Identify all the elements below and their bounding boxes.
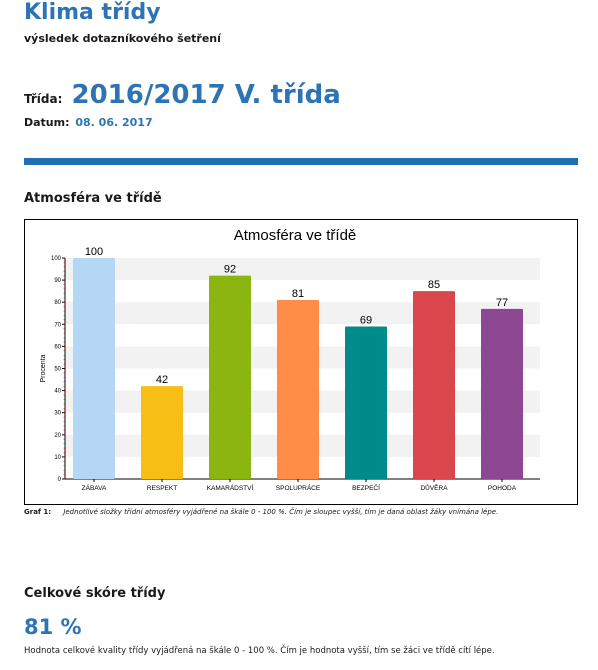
bar-value-label: 42	[156, 374, 168, 386]
category-label: ZÁBAVA	[82, 483, 107, 492]
bar-pohoda	[481, 308, 523, 479]
category-label: BEZPEČÍ	[352, 483, 380, 492]
report-subtitle: výsledek dotazníkového šetření	[24, 32, 221, 45]
class-value: 2016/2017 V. třída	[71, 80, 341, 110]
bar-respekt	[141, 386, 183, 479]
caption-text: Jednotlivé složky třídní atmosféry vyjád…	[63, 508, 499, 516]
section-heading-atmosphere: Atmosféra ve třídě	[24, 191, 162, 206]
plot-band	[65, 258, 540, 281]
class-row: Třída: 2016/2017 V. třída	[24, 80, 341, 110]
chart-bars	[73, 258, 523, 479]
bar-value-label: 81	[292, 288, 304, 300]
chart-value-labels: 100 42 92 81 69 85 77	[85, 246, 508, 386]
caption-label: Graf 1:	[24, 508, 52, 516]
bar-value-label: 77	[496, 297, 508, 309]
chart-caption: Graf 1: Jednotlivé složky třídní atmosfé…	[24, 508, 498, 516]
score-note: Hodnota celkové kvality třídy vyjádřená …	[24, 646, 495, 656]
category-label: RESPEKT	[147, 485, 177, 492]
y-tick-label: 40	[54, 389, 61, 395]
y-tick-label: 50	[54, 367, 61, 373]
bar-value-label: 92	[224, 264, 236, 276]
y-tick-label: 60	[54, 344, 61, 350]
bar-value-label: 85	[428, 279, 440, 291]
bar-spolupráce	[277, 299, 319, 479]
date-row: Datum: 08. 06. 2017	[24, 116, 153, 129]
total-score: 81 %	[24, 615, 82, 639]
y-tick-label: 0	[58, 477, 62, 483]
chart-category-labels: ZÁBAVA RESPEKT KAMARÁDSTVÍ SPOLUPRÁCE BEZPEČ…	[82, 479, 517, 492]
y-axis-label: Procenta	[40, 354, 47, 382]
chart-canvas: Atmosféra ve třídě 0 10 20 30 40 50 60 70 80 90 10…	[40, 227, 540, 492]
y-tick-label: 80	[54, 300, 61, 306]
y-tick-label: 30	[54, 411, 61, 417]
bar-kamarádství	[209, 275, 251, 479]
report-title: Klima třídy	[24, 0, 161, 25]
y-tick-label: 100	[51, 256, 62, 262]
y-tick-label: 90	[54, 278, 61, 284]
category-label: POHODA	[488, 485, 517, 492]
bar-value-label: 100	[85, 246, 103, 258]
bar-zábava	[73, 258, 115, 479]
atmosphere-chart: Atmosféra ve třídě 0 10 20 30 40 50 60 70 80 90 10…	[24, 219, 578, 505]
y-tick-label: 10	[54, 455, 61, 461]
category-label: KAMARÁDSTVÍ	[207, 483, 254, 492]
bar-důvěra	[413, 291, 455, 479]
y-tick-label: 70	[54, 322, 61, 328]
chart-title: Atmosféra ve třídě	[234, 227, 357, 244]
bar-bezpečí	[345, 326, 387, 479]
section-heading-score: Celkové skóre třídy	[24, 586, 166, 601]
y-tick-labels: 0 10 20 30 40 50 60 70 80 90 100	[51, 256, 65, 483]
bar-value-label: 69	[360, 315, 372, 327]
class-label: Třída:	[24, 92, 63, 106]
y-tick-label: 20	[54, 433, 61, 439]
date-label: Datum:	[24, 116, 70, 129]
date-value: 08. 06. 2017	[75, 116, 153, 129]
category-label: DŮVĚRA	[420, 483, 448, 492]
header-divider	[24, 158, 578, 165]
category-label: SPOLUPRÁCE	[276, 483, 321, 492]
